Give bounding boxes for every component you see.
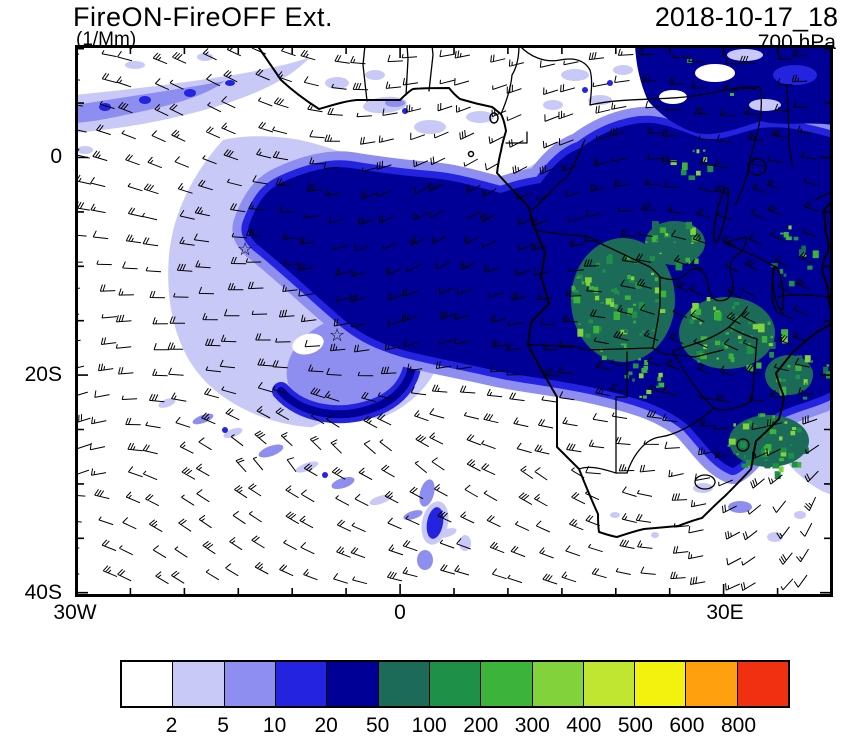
colorbar-tick-label-300: 300 [514,714,550,737]
plot-frame [75,45,833,597]
colorbar: 2 5 10 20 50 100 200 300 400 500 600 800 [120,660,790,740]
colorbar-cell-11 [686,662,738,706]
colorbar-cell-4 [327,662,379,706]
colorbar-cell-12 [737,662,789,706]
colorbar-tick-label-200: 200 [463,714,499,737]
colorbar-cell-10 [635,662,687,706]
green-speckle-layer [571,149,833,479]
y-axis-label-0: 0 [50,145,62,168]
colorbar-tick-label-20: 20 [314,714,338,737]
colorbar-tick-label-600: 600 [669,714,705,737]
colorbar-tick-label-50: 50 [366,714,390,737]
colorbar-tick-label-5: 5 [217,714,229,737]
star-marker-1: ☆ [237,239,253,259]
plot-datetime: 2018-10-17_18 [654,2,838,32]
x-axis-label-0: 0 [394,601,406,624]
colorbar-cell-0 [122,662,174,706]
colorbar-cell-3 [275,662,328,706]
colorbar-cell-2 [224,662,276,706]
colorbar-tick-label-400: 400 [566,714,602,737]
colorbar-tick-label-10: 10 [262,714,287,737]
colorbar-labels: 2 5 10 20 50 100 200 300 400 500 600 800 [120,714,790,740]
plot-title: FireON-FireOFF Ext. [73,2,333,32]
colorbar-cell-6 [429,662,482,706]
y-axis-label-40s: 40S [24,581,62,604]
colorbar-cells [120,660,790,708]
map-plot: ☆ ☆ [75,45,833,597]
colorbar-cell-8 [532,662,584,706]
x-axis-label-30w: 30W [53,601,97,624]
colorbar-tick-label-100: 100 [411,714,447,737]
colorbar-tick-label-800: 800 [720,714,757,737]
wind-barb-layer [75,45,820,591]
y-axis-label-20s: 20S [24,363,62,386]
colorbar-tick-label-500: 500 [617,714,653,737]
star-marker-2: ☆ [329,325,345,345]
country-borders-layer [362,45,833,490]
colorbar-cell-1 [173,662,225,706]
colorbar-cell-9 [583,662,636,706]
colorbar-cell-5 [378,662,430,706]
colorbar-tick-label-2: 2 [165,714,178,737]
contour-fill-layer [75,45,833,570]
colorbar-cell-7 [481,662,533,706]
x-axis-label-30e: 30E [706,601,744,624]
plot-units: (1/Mm) [76,29,137,50]
